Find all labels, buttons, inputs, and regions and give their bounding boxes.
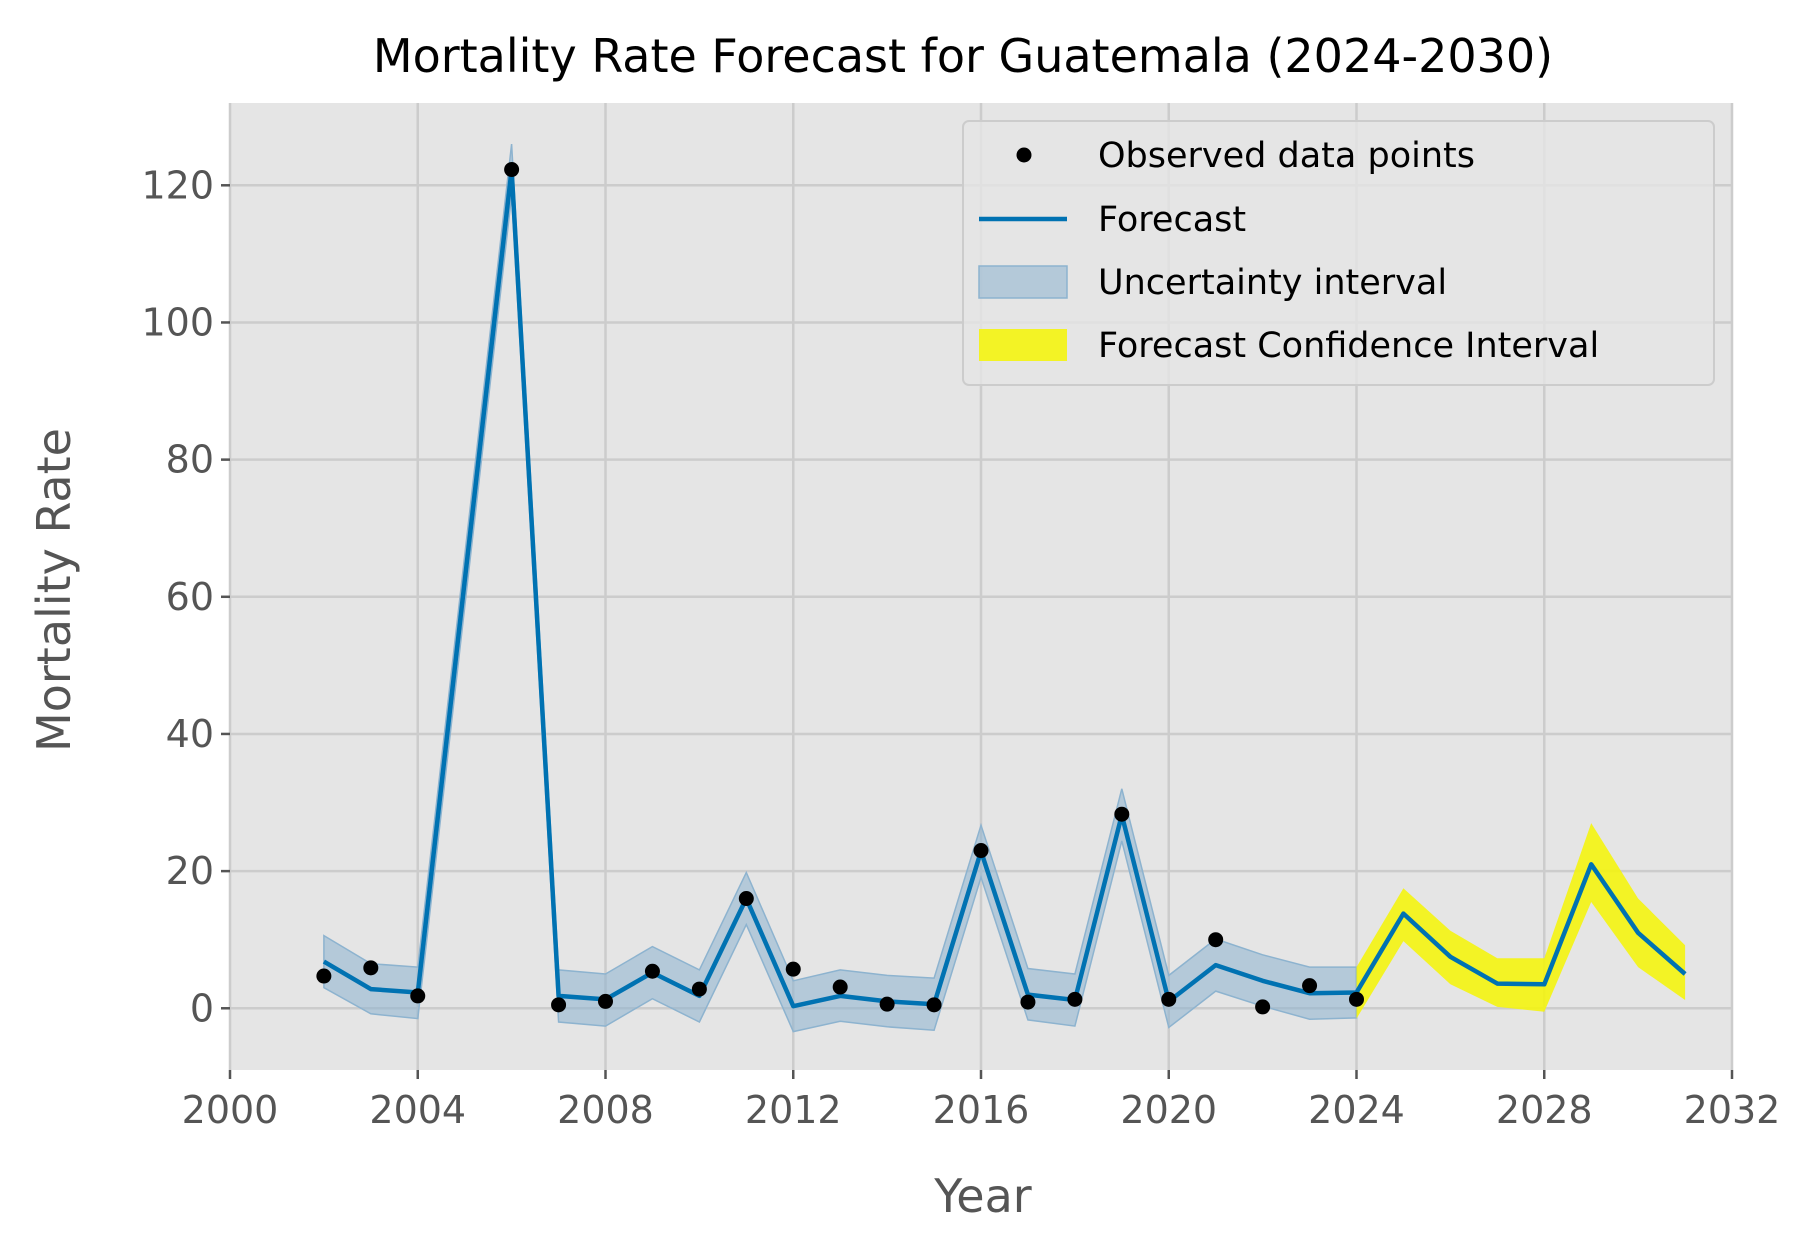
x-tick-label: 2012 <box>745 1088 842 1132</box>
y-tick-label: 80 <box>166 438 214 482</box>
observed-point <box>1349 991 1364 1007</box>
observed-point <box>691 981 707 997</box>
y-tick-label: 120 <box>141 163 214 207</box>
x-axis-ticks: 2000 2004 2008 2012 2016 2020 2024 2028 2032 <box>182 1070 1781 1132</box>
observed-point <box>1114 806 1130 822</box>
observed-point <box>1067 991 1083 1007</box>
observed-point <box>410 988 426 1004</box>
legend-label: Uncertainty interval <box>1098 263 1447 303</box>
x-axis-label: Year <box>933 1169 1031 1223</box>
chart-title: Mortality Rate Forecast for Guatemala (2… <box>373 29 1553 83</box>
y-tick-label: 0 <box>190 986 214 1030</box>
y-tick-label: 100 <box>141 300 214 344</box>
observed-point <box>1161 991 1177 1007</box>
observed-point <box>738 891 754 907</box>
observed-point <box>551 997 567 1013</box>
observed-points <box>316 162 1364 1015</box>
x-tick-label: 2016 <box>933 1088 1030 1132</box>
x-tick-label: 2024 <box>1308 1088 1405 1132</box>
x-tick-label: 2020 <box>1120 1088 1217 1132</box>
observed-point <box>644 963 660 979</box>
observed-point <box>363 960 379 976</box>
y-tick-label: 20 <box>166 849 214 893</box>
forecast-confidence-band <box>1356 823 1686 1019</box>
y-tick-label: 60 <box>166 575 214 619</box>
observed-point <box>504 162 520 178</box>
x-tick-label: 2000 <box>182 1088 279 1132</box>
y-axis-label: Mortality Rate <box>27 428 81 752</box>
legend-label: Forecast <box>1098 200 1246 240</box>
y-axis-ticks: 0 20 40 60 80 100 120 <box>141 163 230 1030</box>
x-tick-label: 2032 <box>1684 1088 1781 1132</box>
legend-swatch-confidence <box>979 329 1067 361</box>
y-tick-label: 40 <box>166 712 214 756</box>
observed-point <box>879 996 895 1012</box>
legend-marker-observed <box>1016 147 1032 163</box>
forecast-line <box>322 167 1687 1009</box>
x-tick-label: 2028 <box>1496 1088 1593 1132</box>
observed-point <box>1208 932 1224 948</box>
observed-point <box>1020 994 1036 1010</box>
observed-point <box>832 979 848 995</box>
observed-point <box>785 961 801 977</box>
legend-box <box>962 120 1715 386</box>
forecast-series <box>322 167 1687 1009</box>
x-tick-label: 2008 <box>557 1088 654 1132</box>
legend-swatch-uncertainty <box>978 265 1068 299</box>
observed-point <box>1302 978 1318 994</box>
observed-point <box>926 997 942 1013</box>
x-tick-label: 2004 <box>369 1088 466 1132</box>
legend-label: Forecast Confidence Interval <box>1098 326 1599 366</box>
legend-label: Observed data points <box>1098 136 1475 176</box>
legend: Observed data points Forecast Uncertainty … <box>962 120 1715 386</box>
observed-point <box>1255 999 1271 1015</box>
observed-point <box>316 968 332 984</box>
observed-point <box>973 843 989 859</box>
interval-bands <box>323 144 1686 1033</box>
observed-point <box>598 993 613 1009</box>
